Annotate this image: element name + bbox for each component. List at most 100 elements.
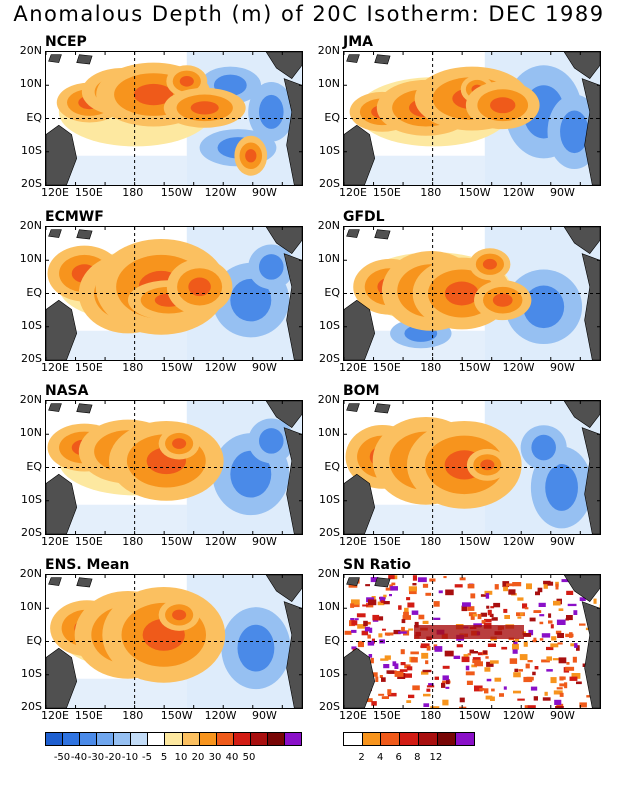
land-mass xyxy=(76,403,93,414)
panel-label: GFDL xyxy=(343,209,385,225)
latitude-label: 20S xyxy=(21,700,42,713)
land-mass xyxy=(283,427,302,534)
latitude-label: 10S xyxy=(21,666,42,680)
land-mass xyxy=(344,473,376,534)
land-mass xyxy=(46,124,78,185)
longitude-label: 150W xyxy=(160,361,193,374)
longitude-label: 150E xyxy=(74,709,103,722)
longitude-label: 120E xyxy=(339,186,367,199)
latitude-label: EQ xyxy=(26,633,42,647)
latitude-label: 10S xyxy=(319,143,340,157)
panel-label: SN Ratio xyxy=(343,557,412,573)
latitude-label: EQ xyxy=(324,285,340,299)
latitude-label: 20S xyxy=(319,700,340,713)
colorbar-swatch xyxy=(216,733,234,745)
map-panel xyxy=(45,400,303,535)
land-mass xyxy=(563,227,600,255)
latitude-label: 10N xyxy=(317,252,340,266)
land-mass xyxy=(48,54,62,63)
colorbar-label: 6 xyxy=(395,752,402,763)
latitude-label: 10N xyxy=(317,426,340,440)
map-panel xyxy=(343,226,601,361)
longitude-label: 120W xyxy=(204,361,237,374)
land-mass xyxy=(283,253,302,360)
panel-label: NCEP xyxy=(45,34,87,50)
land-mass xyxy=(346,54,360,63)
latitude-label: 10N xyxy=(19,600,42,614)
colorbar-swatch xyxy=(437,733,457,745)
colorbar-label: 40 xyxy=(225,752,239,763)
land-mass xyxy=(346,577,360,586)
longitude-label: 150E xyxy=(372,361,401,374)
colorbar-swatch xyxy=(418,733,438,745)
colorbar-swatch xyxy=(80,733,98,745)
latitude-label: 20N xyxy=(19,567,42,580)
map-panel xyxy=(343,400,601,535)
anomaly-map xyxy=(46,227,302,360)
latitude-label: 20N xyxy=(317,567,340,580)
longitude-label: 180 xyxy=(420,535,442,548)
latitude-label: 20S xyxy=(21,526,42,539)
longitude-label: 150E xyxy=(372,535,401,548)
land-mass xyxy=(563,401,600,429)
land-mass xyxy=(563,575,600,603)
latitude-label: EQ xyxy=(26,110,42,124)
colorbar-label: 30 xyxy=(208,752,222,763)
latitude-label: EQ xyxy=(26,285,42,299)
latitude-label: 20N xyxy=(317,393,340,406)
latitude-label: 10S xyxy=(21,492,42,506)
map-panel xyxy=(45,51,303,186)
longitude-label: 120E xyxy=(41,361,69,374)
anomaly-colorbar xyxy=(45,732,302,746)
longitude-label: 90W xyxy=(251,535,277,548)
panel-label: JMA xyxy=(343,34,373,50)
latitude-label: EQ xyxy=(324,459,340,473)
longitude-label: 90W xyxy=(549,709,575,722)
latitude-label: 20N xyxy=(317,44,340,57)
land-mass xyxy=(46,647,78,708)
longitude-label: 90W xyxy=(549,361,575,374)
map-panel xyxy=(45,226,303,361)
longitude-label: 150E xyxy=(372,186,401,199)
latitude-label: 20S xyxy=(21,352,42,365)
figure-title: Anomalous Depth (m) of 20C Isotherm: DEC… xyxy=(13,2,605,26)
longitude-label: 150W xyxy=(160,186,193,199)
land-mass xyxy=(344,299,376,360)
longitude-label: 120E xyxy=(41,186,69,199)
longitude-label: 120W xyxy=(204,709,237,722)
colorbar-label: -40 xyxy=(70,752,88,763)
longitude-label: 120W xyxy=(502,709,535,722)
colorbar-swatch xyxy=(456,733,475,745)
land-mass xyxy=(265,227,302,255)
longitude-label: 120E xyxy=(339,535,367,548)
land-mass xyxy=(346,229,360,238)
anomaly-map xyxy=(344,401,600,534)
land-mass xyxy=(344,124,376,185)
anomaly-map xyxy=(344,575,600,708)
longitude-label: 90W xyxy=(251,186,277,199)
colorbar-label: -5 xyxy=(142,752,152,763)
latitude-label: 10S xyxy=(319,492,340,506)
longitude-label: 150E xyxy=(74,535,103,548)
latitude-label: 20N xyxy=(19,393,42,406)
panel-label: ECMWF xyxy=(45,209,104,225)
longitude-label: 180 xyxy=(420,186,442,199)
land-mass xyxy=(265,575,302,603)
colorbar-label: 5 xyxy=(160,752,168,763)
longitude-label: 180 xyxy=(122,709,144,722)
colorbar-swatch xyxy=(46,733,64,745)
longitude-label: 90W xyxy=(251,709,277,722)
land-mass xyxy=(374,403,391,414)
longitude-label: 150W xyxy=(458,535,491,548)
longitude-label: 120E xyxy=(41,709,69,722)
longitude-label: 90W xyxy=(549,535,575,548)
longitude-label: 120W xyxy=(502,361,535,374)
colorbar-label: 10 xyxy=(174,752,188,763)
longitude-label: 90W xyxy=(549,186,575,199)
anomaly-map xyxy=(46,575,302,708)
longitude-label: 120W xyxy=(502,186,535,199)
longitude-label: 150W xyxy=(160,709,193,722)
map-panel xyxy=(343,51,601,186)
latitude-label: 10S xyxy=(21,143,42,157)
anomaly-map xyxy=(46,401,302,534)
